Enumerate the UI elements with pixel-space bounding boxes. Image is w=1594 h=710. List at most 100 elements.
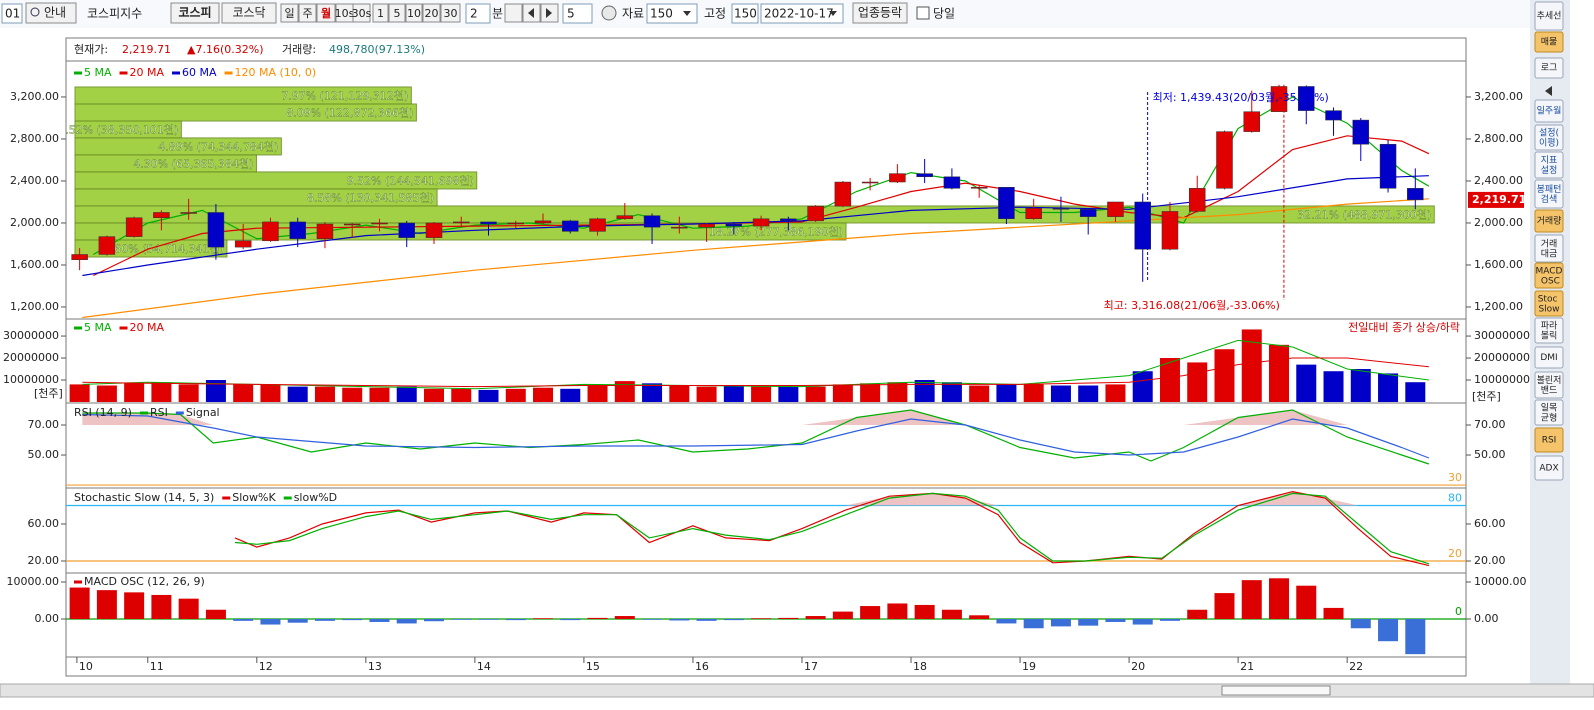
period-button[interactable]	[388, 3, 406, 23]
volume-bar	[914, 380, 935, 402]
sidebar-label: 거래 대금	[1541, 238, 1558, 259]
candle-body	[98, 236, 116, 255]
period-button[interactable]	[316, 3, 336, 23]
sidebar-button[interactable]	[1534, 317, 1564, 344]
sidebar-button[interactable]	[1534, 262, 1564, 289]
volume-bar	[1159, 358, 1180, 402]
sidebar-label: DMI	[1540, 353, 1557, 363]
sidebar-button[interactable]	[1534, 57, 1564, 79]
candle-body	[507, 222, 525, 225]
sidebar-button[interactable]	[1534, 151, 1564, 179]
sidebar-button[interactable]	[1534, 371, 1564, 399]
sidebar-button[interactable]	[1534, 346, 1564, 369]
candle-body	[1270, 86, 1288, 112]
annotation-label: 최고: 3,316.08(21/06월,-33.06%)	[1104, 299, 1280, 312]
period-button[interactable]	[422, 3, 441, 23]
y-tick-label-right: 30000000	[1474, 329, 1530, 342]
period-button[interactable]	[298, 3, 317, 23]
overlay: 1,200.00 1,200.00 1,600.00 1,600.00 2,000.00…	[3, 66, 1530, 673]
candle-body	[71, 254, 88, 260]
sidebar-label: 설정(이평)	[1539, 127, 1559, 148]
line-series	[82, 175, 1429, 277]
sidebar-button[interactable]	[1534, 399, 1564, 426]
volume-bar	[696, 386, 717, 402]
current-price-label: 2,219.71	[1472, 193, 1526, 206]
y-tick-label: 2,000.00	[10, 216, 59, 229]
period-button[interactable]	[372, 3, 389, 23]
sidebar-button[interactable]	[1534, 99, 1564, 123]
sidebar-button[interactable]	[1534, 1, 1564, 31]
macd-bar	[1159, 619, 1180, 621]
step-input[interactable]	[562, 3, 593, 24]
y-tick-label-right: 10000.00	[1474, 575, 1527, 588]
candle-body	[861, 181, 879, 184]
volume-bar	[941, 382, 962, 402]
candle-body	[643, 215, 661, 228]
macd-bar	[478, 619, 499, 620]
y-tick-label: 1,600.00	[10, 258, 59, 271]
y-tick-label: 10000000	[3, 373, 59, 386]
volume-bar	[233, 384, 254, 402]
candle-body	[1107, 201, 1124, 217]
macd-bar	[860, 606, 881, 620]
sidebar-button[interactable]	[1534, 209, 1564, 233]
sidebar-label: 지표 설정	[1541, 155, 1558, 176]
sidebar-button[interactable]	[1534, 290, 1564, 317]
x-tick-label: 11	[150, 660, 164, 673]
sidebar-button[interactable]	[1534, 234, 1564, 263]
period-button[interactable]	[440, 3, 461, 23]
candle-body	[1161, 211, 1179, 250]
period-button[interactable]	[405, 3, 423, 23]
sidebar-button[interactable]	[1534, 179, 1564, 209]
scroll-thumb[interactable]	[1221, 685, 1331, 696]
sidebar-button[interactable]	[1534, 124, 1564, 151]
guide-button[interactable]	[25, 2, 77, 24]
overbought-fill	[235, 491, 1429, 506]
sidebar-button[interactable]	[1534, 455, 1564, 481]
volume-bar	[1378, 373, 1399, 402]
minute-input[interactable]	[465, 3, 491, 24]
today-label: 당일	[933, 7, 955, 21]
macd-bar	[1241, 580, 1262, 620]
x-tick-label: 13	[368, 660, 382, 673]
plot-area: 7.97% (121,129,312천) 8.09% (122,872,366천)…	[66, 84, 1466, 655]
legend-label: 20 MA	[130, 66, 165, 79]
code-input[interactable]	[1, 3, 23, 24]
fixed-input[interactable]	[731, 3, 759, 24]
y-tick-label: 3,200.00	[10, 90, 59, 103]
volume-bar	[751, 386, 772, 402]
sector-button[interactable]	[852, 2, 908, 24]
volume-bar	[669, 385, 690, 402]
x-tick-label: 16	[695, 660, 709, 673]
volume-bar	[533, 387, 554, 402]
candle-body	[780, 218, 797, 222]
candle-body	[562, 220, 579, 232]
y-tick-label: 20000000	[3, 351, 59, 364]
period-button[interactable]	[280, 3, 299, 23]
tab[interactable]	[170, 2, 220, 24]
macd-bar	[1405, 619, 1426, 655]
macd-bar	[751, 618, 772, 620]
settings-icon[interactable]	[601, 5, 617, 21]
candle-body	[1216, 131, 1233, 189]
today-checkbox[interactable]	[916, 6, 930, 20]
y-tick-label-right: 2,800.00	[1474, 132, 1523, 145]
y-tick-label-right: 10000000	[1474, 373, 1530, 386]
collapse-icon[interactable]	[1545, 86, 1552, 96]
scrollbar[interactable]	[0, 683, 1594, 698]
macd-bar	[1296, 585, 1317, 620]
tab[interactable]	[221, 2, 277, 24]
legend-label: 60 MA	[182, 66, 217, 79]
period-button[interactable]	[352, 3, 371, 23]
volume-bar	[560, 388, 581, 402]
date-select[interactable]	[760, 3, 844, 24]
candle-body	[807, 205, 824, 222]
search-icon	[30, 7, 40, 17]
candle-body	[1379, 143, 1397, 189]
sidebar-button[interactable]	[1534, 31, 1564, 53]
zoom-button[interactable]	[504, 3, 523, 23]
y-tick-label: 2,400.00	[10, 174, 59, 187]
data-count-select[interactable]	[646, 3, 698, 24]
sidebar-button[interactable]	[1534, 427, 1564, 453]
macd-bar	[914, 604, 935, 620]
